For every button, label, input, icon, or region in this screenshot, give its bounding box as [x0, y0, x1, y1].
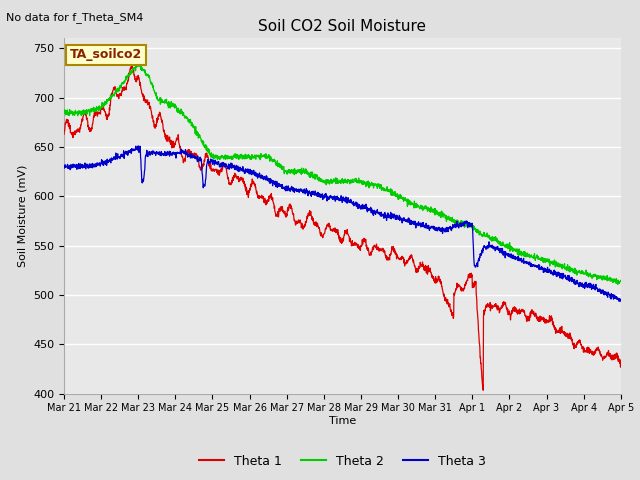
Text: TA_soilco2: TA_soilco2 [70, 48, 142, 61]
Title: Soil CO2 Soil Moisture: Soil CO2 Soil Moisture [259, 20, 426, 35]
Text: No data for f_Theta_SM4: No data for f_Theta_SM4 [6, 12, 144, 23]
X-axis label: Time: Time [329, 416, 356, 426]
Legend: Theta 1, Theta 2, Theta 3: Theta 1, Theta 2, Theta 3 [195, 450, 490, 473]
Y-axis label: Soil Moisture (mV): Soil Moisture (mV) [17, 165, 28, 267]
